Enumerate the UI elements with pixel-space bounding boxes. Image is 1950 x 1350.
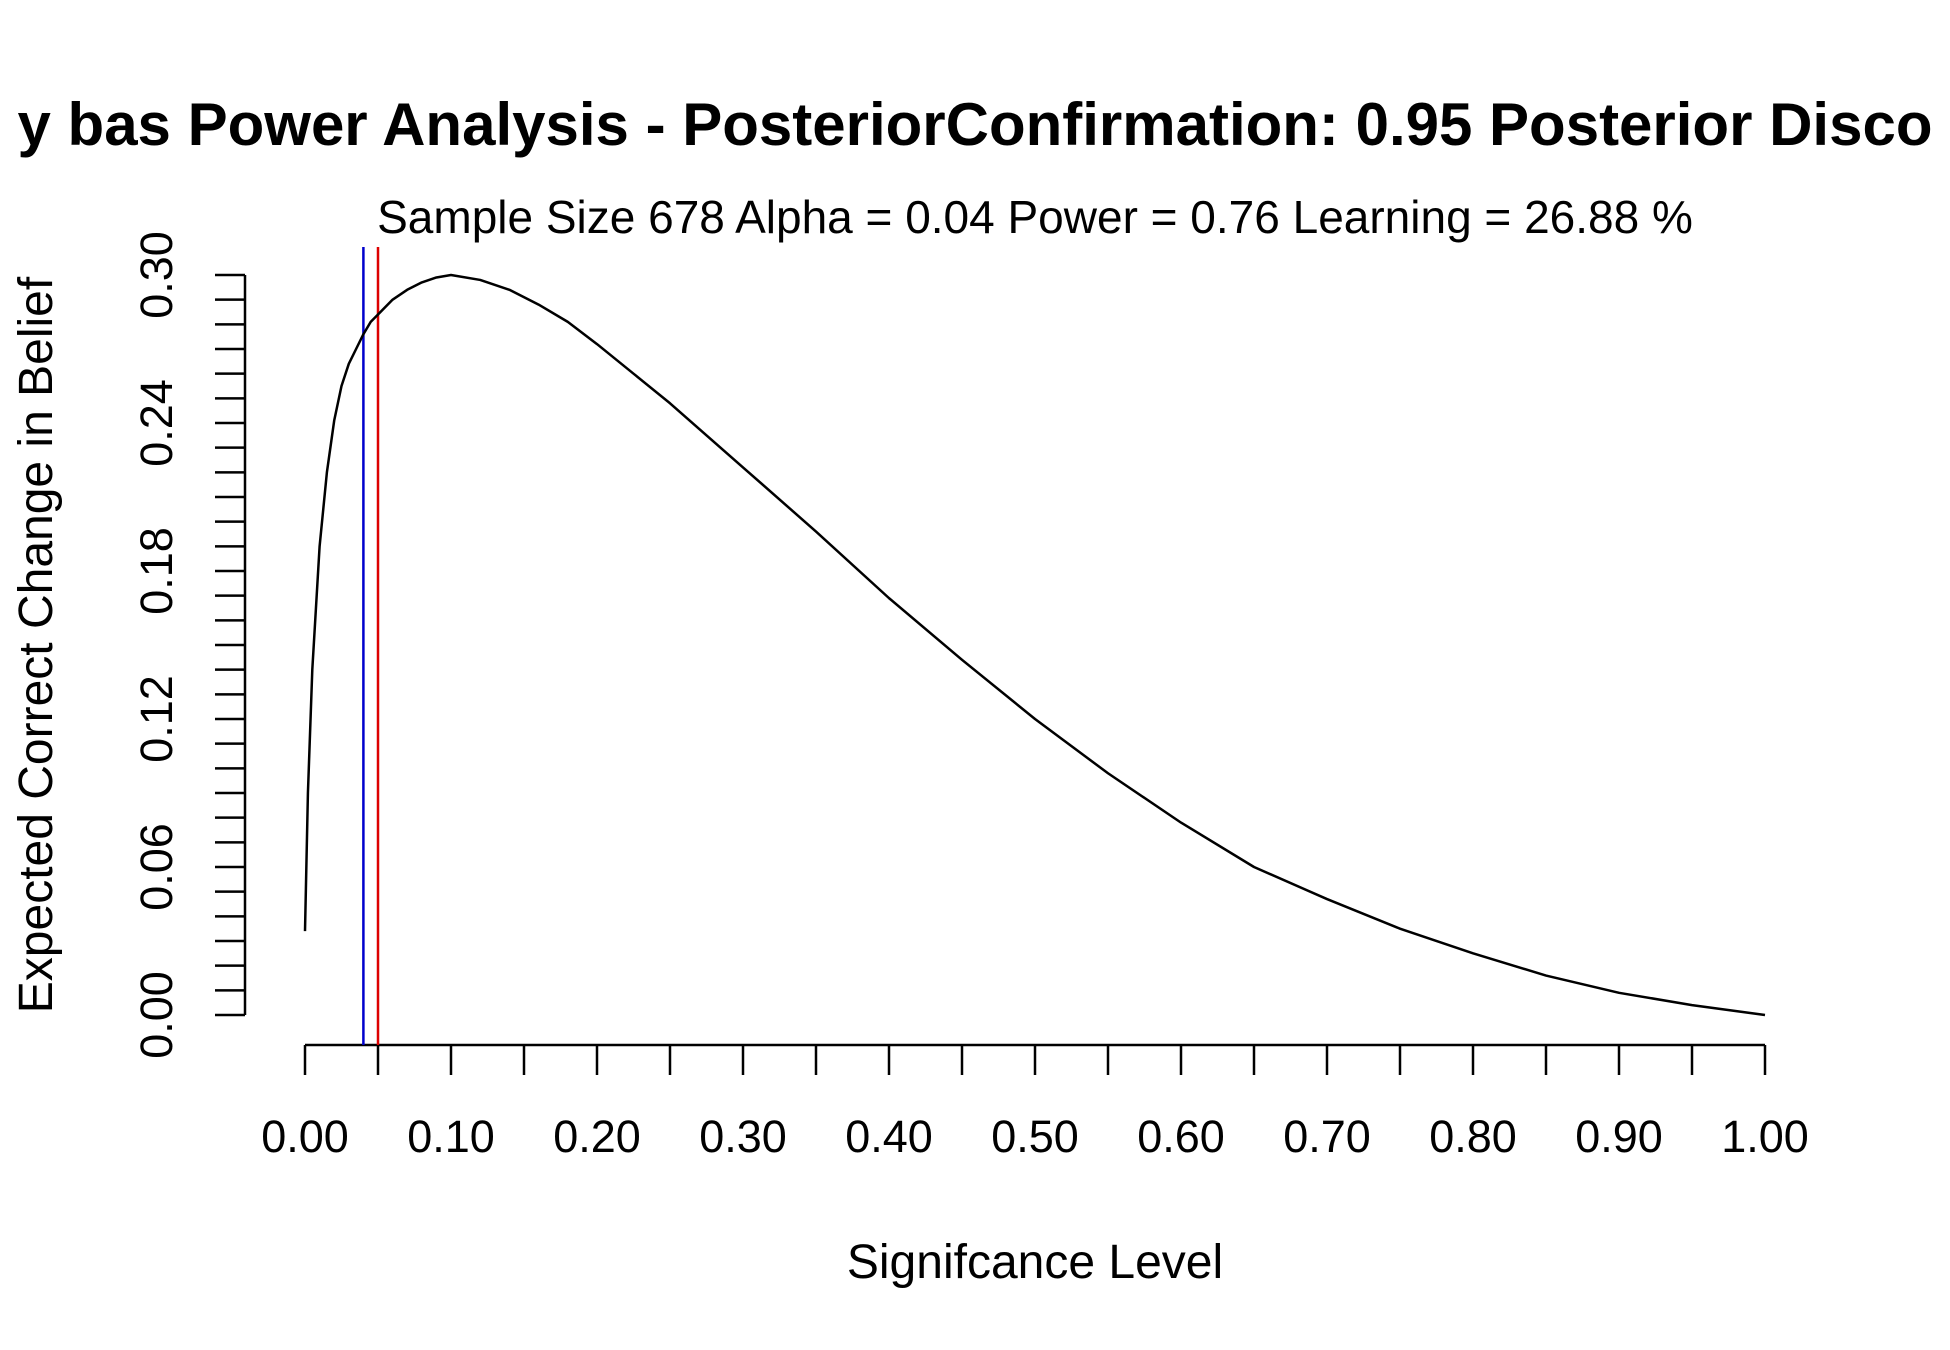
x-axis-title: Signifcance Level (847, 1236, 1223, 1289)
y-axis-title: Expected Correct Change in Belief (10, 276, 63, 1013)
x-tick-label: 0.20 (553, 1111, 641, 1162)
x-tick-label: 0.70 (1283, 1111, 1371, 1162)
x-tick-label: 0.40 (845, 1111, 933, 1162)
reference-lines (362, 247, 380, 1045)
chart-subtitle: Sample Size 678 Alpha = 0.04 Power = 0.7… (377, 191, 1693, 243)
series-line (303, 273, 1766, 1017)
y-tick-label: 0.06 (131, 823, 182, 911)
y-tick-label: 0.00 (131, 971, 182, 1059)
x-tick-label: 0.80 (1429, 1111, 1517, 1162)
x-tick-label: 0.90 (1575, 1111, 1663, 1162)
chart-title: y bas Power Analysis - PosteriorConfirma… (18, 91, 1933, 158)
y-tick-label: 0.30 (131, 231, 182, 319)
y-tick-label: 0.18 (131, 527, 182, 615)
x-axis: 0.00 0.10 0.20 0.30 0.40 0.50 0.60 0.70 0.80 0.90… (261, 1043, 1809, 1162)
x-tick-label: 0.30 (699, 1111, 787, 1162)
x-tick-label: 0.00 (261, 1111, 349, 1162)
x-tick-label: 0.60 (1137, 1111, 1225, 1162)
x-tick-label: 1.00 (1721, 1111, 1809, 1162)
y-axis: 0.00 0.06 0.12 0.18 0.24 0.30 (131, 231, 247, 1059)
data-series (303, 273, 1766, 1017)
y-tick-label: 0.12 (131, 675, 182, 763)
y-tick-label: 0.24 (131, 379, 182, 467)
x-tick-label: 0.50 (991, 1111, 1079, 1162)
x-tick-label: 0.10 (407, 1111, 495, 1162)
